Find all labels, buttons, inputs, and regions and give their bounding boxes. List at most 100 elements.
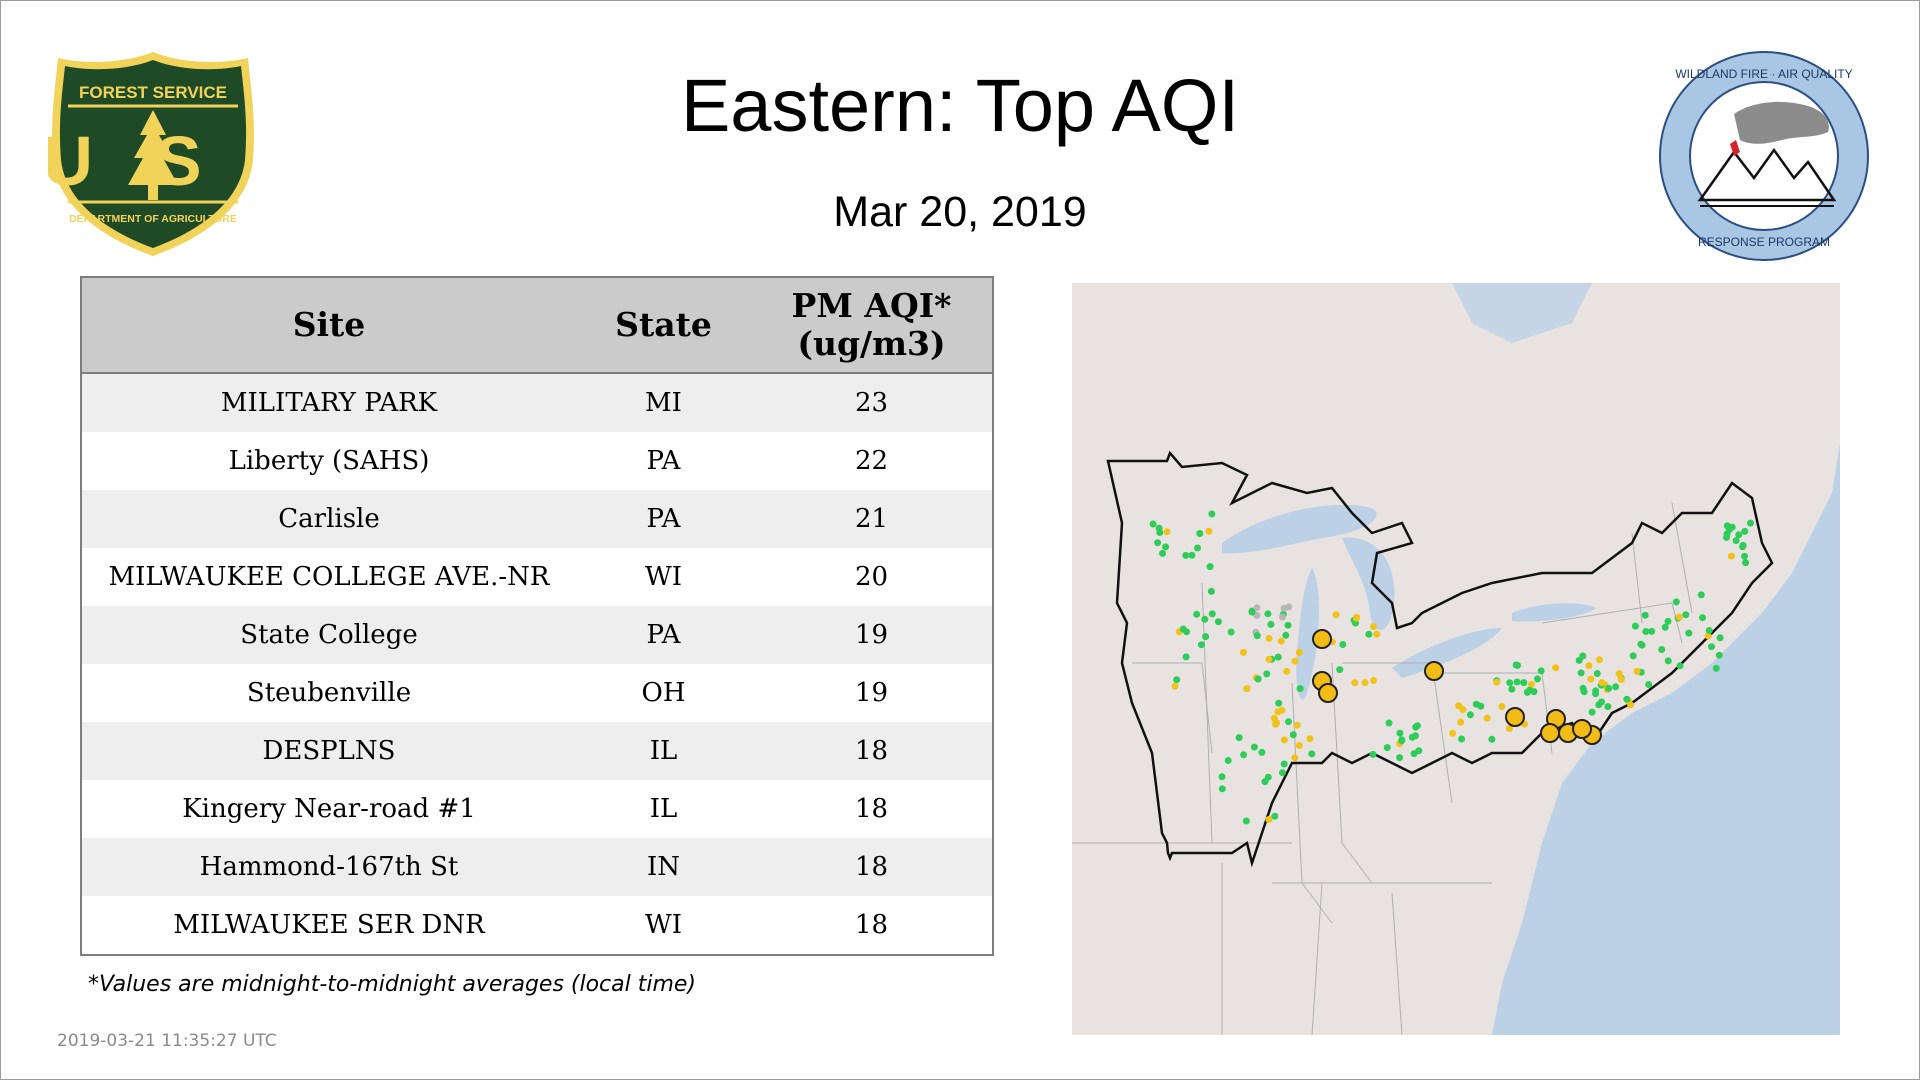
monitor-point [1156, 529, 1164, 536]
monitor-point [1506, 679, 1514, 687]
monitor-point [1193, 610, 1201, 618]
table-row: Steubenville OH 19 [81, 664, 993, 722]
monitor-point [1182, 551, 1190, 559]
monitor-point [1704, 632, 1712, 640]
smoke-plume-icon [1734, 101, 1829, 144]
monitor-point [1682, 611, 1690, 619]
monitor-point [1575, 656, 1583, 664]
table-row: Hammond-167th St IN 18 [81, 838, 993, 896]
monitor-point [1385, 719, 1393, 727]
monitor-point [1712, 664, 1720, 672]
top-site-marker [1424, 661, 1444, 681]
monitor-point [1658, 646, 1666, 653]
tree-icon [128, 110, 178, 200]
monitor-point [1196, 530, 1204, 537]
monitor-point [1162, 543, 1170, 551]
site-cell: DESPLNS [81, 722, 576, 780]
state-cell: WI [576, 548, 751, 606]
monitor-point [1258, 748, 1266, 756]
top-site-marker [1572, 719, 1592, 739]
monitor-point [1699, 614, 1706, 622]
monitor-point [1253, 604, 1261, 612]
monitor-point [1457, 718, 1465, 726]
footnote: *Values are midnight-to-midnight average… [88, 972, 697, 997]
monitor-point [1271, 812, 1279, 820]
monitor-point [1513, 678, 1521, 686]
monitor-point [1742, 559, 1750, 567]
lake-erie [1392, 628, 1502, 678]
monitor-point [1280, 736, 1288, 744]
monitor-point [1173, 676, 1181, 684]
monitor-point [1466, 711, 1474, 719]
aqi-cell: 19 [751, 664, 993, 722]
fs-bottom-text: DEPARTMENT OF AGRICULTURE [69, 213, 237, 225]
monitor-point [1250, 743, 1258, 751]
monitor-point [1383, 744, 1391, 752]
site-cell: Kingery Near-road #1 [81, 780, 576, 838]
monitor-point [1604, 703, 1612, 711]
monitor-point [1227, 628, 1235, 636]
state-cell: OH [576, 664, 751, 722]
monitor-point [1697, 591, 1705, 599]
column-header-state: State [576, 277, 751, 374]
site-cell: Liberty (SAHS) [81, 432, 576, 490]
monitor-point [1296, 685, 1304, 693]
monitor-point [1623, 695, 1631, 703]
monitor-point [1705, 627, 1713, 634]
monitor-point [1182, 653, 1190, 661]
monitor-point [1201, 615, 1209, 623]
monitor-point [1205, 527, 1213, 535]
lake-superior [1222, 504, 1377, 554]
aqi-cell: 18 [751, 780, 993, 838]
state-cell: PA [576, 490, 751, 548]
monitor-point [1741, 552, 1748, 560]
site-cell: Hammond-167th St [81, 838, 576, 896]
monitor-point [1207, 587, 1215, 595]
monitor-point [1520, 679, 1528, 687]
page-date: Mar 20, 2019 [833, 188, 1087, 236]
monitor-point [1171, 682, 1179, 690]
monitor-point [1633, 667, 1641, 675]
column-header-aqi: PM AQI* (ug/m3) [751, 277, 993, 374]
aqi-cell: 23 [751, 373, 993, 432]
top-aqi-sites [1312, 629, 1602, 745]
northern-lake [1452, 283, 1592, 343]
monitor-point [1218, 773, 1226, 781]
monitor-point [1493, 678, 1501, 686]
monitor-point [1747, 519, 1754, 527]
monitor-point [1577, 669, 1585, 677]
flag-icon [1730, 140, 1740, 156]
fs-letters: US [48, 122, 258, 200]
monitor-point [1637, 640, 1645, 648]
monitor-point [1306, 735, 1314, 743]
monitor-point [1739, 543, 1747, 551]
aqi-header-line1: PM AQI* [791, 286, 952, 325]
site-cell: MILITARY PARK [81, 373, 576, 432]
monitor-point [1274, 708, 1282, 716]
aqi-cell: 20 [751, 548, 993, 606]
monitor-point [1289, 731, 1297, 739]
fs-top-text: FOREST SERVICE [79, 83, 227, 102]
monitor-point [1458, 735, 1466, 743]
monitor-point [1280, 760, 1288, 768]
monitor-point [1283, 667, 1291, 675]
site-cell: Carlisle [81, 490, 576, 548]
monitor-point [1585, 662, 1593, 670]
table-row: Carlisle PA 21 [81, 490, 993, 548]
monitor-point [1648, 627, 1656, 635]
monitor-point [1154, 539, 1162, 547]
monitor-point [1523, 688, 1531, 696]
monitor-point [1239, 648, 1247, 656]
eastern-region-outline [1106, 450, 1774, 868]
monitor-point [1472, 700, 1480, 708]
wf-bottom-text: RESPONSE PROGRAM [1698, 235, 1830, 249]
monitor-points [1149, 510, 1754, 825]
column-header-site: Site [81, 277, 576, 374]
monitor-point [1587, 675, 1595, 683]
monitor-point [1273, 719, 1280, 727]
state-cell: WI [576, 896, 751, 955]
top-aqi-table: Site State PM AQI* (ug/m3) MILITARY PARK… [80, 276, 994, 956]
monitor-map [1072, 283, 1840, 1035]
monitor-point [1336, 666, 1344, 674]
aqi-cell: 18 [751, 722, 993, 780]
